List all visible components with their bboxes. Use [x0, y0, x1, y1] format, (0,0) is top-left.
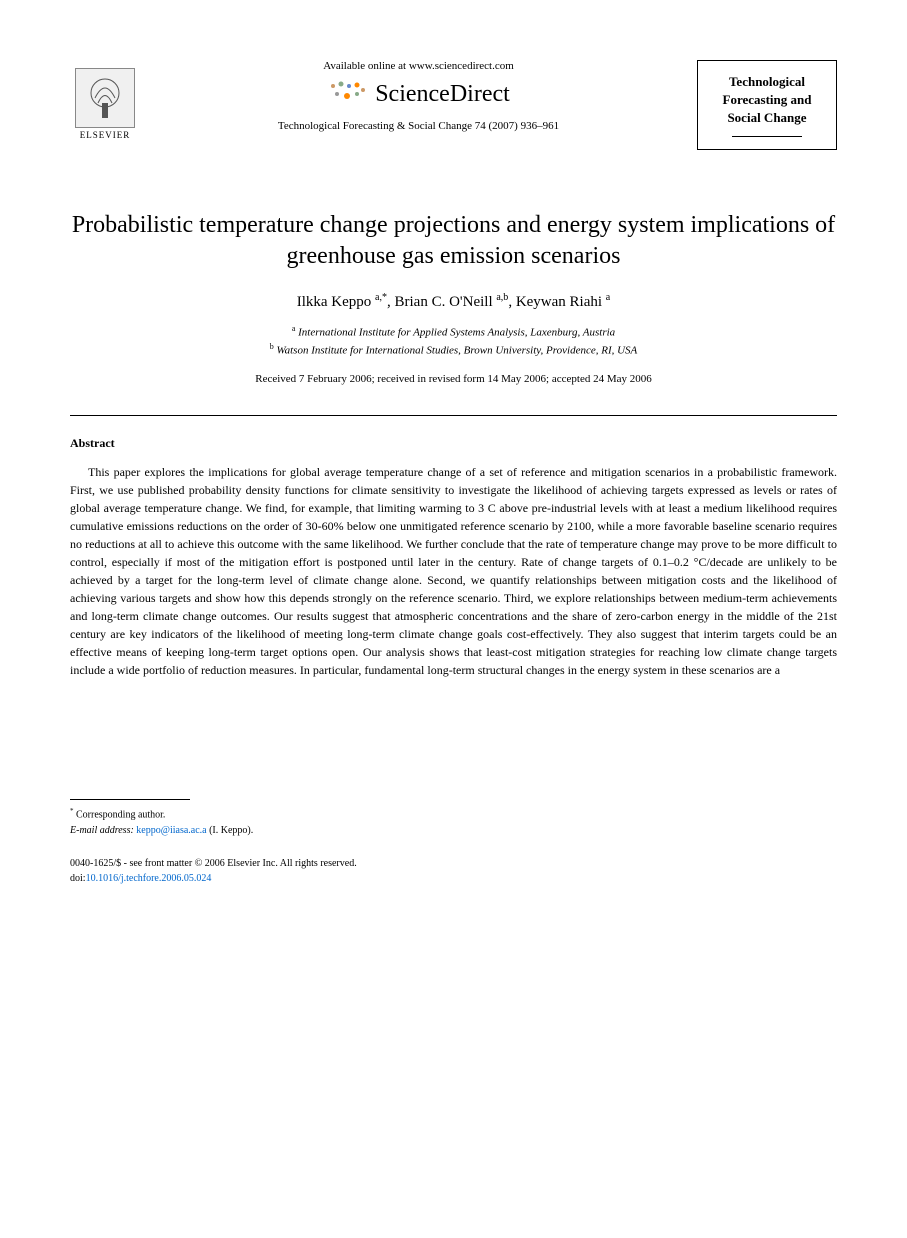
- copyright-text: 0040-1625/$ - see front matter © 2006 El…: [70, 856, 837, 871]
- email-label: E-mail address:: [70, 825, 136, 836]
- affiliations: a International Institute for Applied Sy…: [70, 323, 837, 359]
- footer-divider: [70, 799, 190, 800]
- journal-line-1: Technological: [708, 73, 826, 91]
- affil-b-text: Watson Institute for International Studi…: [274, 345, 638, 357]
- elsevier-tree-icon: [75, 68, 135, 128]
- divider-top: [70, 415, 837, 416]
- journal-line-2: Forecasting and: [708, 91, 826, 109]
- authors-line: Ilkka Keppo a,*, Brian C. O'Neill a,b, K…: [70, 292, 837, 311]
- copyright-block: 0040-1625/$ - see front matter © 2006 El…: [70, 856, 837, 886]
- doi-line: doi:10.1016/j.techfore.2006.05.024: [70, 871, 837, 886]
- received-dates: Received 7 February 2006; received in re…: [70, 373, 837, 385]
- affiliation-b: b Watson Institute for International Stu…: [70, 341, 837, 359]
- journal-title-box: Technological Forecasting and Social Cha…: [697, 60, 837, 150]
- doi-prefix: doi:: [70, 873, 86, 884]
- author-3: , Keywan Riahi: [508, 294, 605, 310]
- email-link[interactable]: keppo@iiasa.ac.a: [136, 825, 206, 836]
- author-2-sup: a,b: [496, 292, 508, 303]
- author-1: Ilkka Keppo: [297, 294, 375, 310]
- page-header: ELSEVIER Available online at www.science…: [70, 60, 837, 150]
- center-header: Available online at www.sciencedirect.co…: [140, 60, 697, 132]
- corr-text: Corresponding author.: [74, 810, 166, 821]
- author-2: , Brian C. O'Neill: [387, 294, 496, 310]
- paper-title: Probabilistic temperature change project…: [70, 210, 837, 272]
- corresponding-author-note: * Corresponding author. E-mail address: …: [70, 806, 837, 837]
- sciencedirect-logo: ScienceDirect: [160, 80, 677, 108]
- sd-dots-icon: [327, 80, 367, 108]
- email-suffix: (I. Keppo).: [207, 825, 254, 836]
- journal-line-3: Social Change: [708, 109, 826, 127]
- author-3-sup: a: [606, 292, 610, 303]
- elsevier-logo: ELSEVIER: [70, 60, 140, 140]
- elsevier-label: ELSEVIER: [80, 130, 131, 140]
- sciencedirect-text: ScienceDirect: [375, 81, 510, 108]
- corr-line-2: E-mail address: keppo@iiasa.ac.a (I. Kep…: [70, 823, 837, 838]
- affil-a-text: International Institute for Applied Syst…: [295, 327, 615, 339]
- citation-line: Technological Forecasting & Social Chang…: [160, 120, 677, 132]
- abstract-body: This paper explores the implications for…: [70, 463, 837, 679]
- doi-link[interactable]: 10.1016/j.techfore.2006.05.024: [86, 873, 212, 884]
- available-online-text: Available online at www.sciencedirect.co…: [160, 60, 677, 72]
- corr-line-1: * Corresponding author.: [70, 806, 837, 822]
- journal-box-underline: [732, 136, 803, 137]
- affiliation-a: a International Institute for Applied Sy…: [70, 323, 837, 341]
- author-1-sup: a,*: [375, 292, 387, 303]
- abstract-heading: Abstract: [70, 436, 837, 451]
